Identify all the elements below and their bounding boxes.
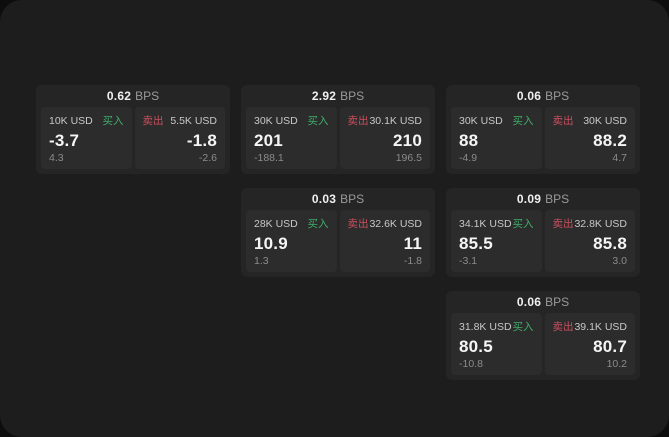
sell-skew: 4.7 <box>612 152 627 164</box>
bps-label: BPS <box>340 192 365 206</box>
bps-label: BPS <box>545 295 570 309</box>
buy-skew: -10.8 <box>459 358 483 370</box>
buy-skew: 1.3 <box>254 255 269 267</box>
sell-quote-tile[interactable]: 卖出 30K USD 88.2 4.7 <box>544 107 635 169</box>
buy-label: 买入 <box>512 115 534 127</box>
buy-quote-tile[interactable]: 28K USD 买入 10.9 1.3 <box>246 210 337 272</box>
buy-price: 85.5 <box>459 233 493 253</box>
spread-value: 0.62 <box>106 89 132 103</box>
sell-notional: 30.1K USD <box>369 114 422 127</box>
buy-skew: -3.1 <box>459 255 478 267</box>
sell-label: 卖出 <box>142 115 164 127</box>
quote-tiles: 34.1K USD 买入 85.5 -3.1 卖出 32.8K USD 85.8… <box>451 210 635 272</box>
sell-skew: 196.5 <box>395 152 422 164</box>
buy-notional: 30K USD <box>254 114 298 127</box>
card-spread-header: 0.09 BPS <box>451 188 635 210</box>
sell-price: 88.2 <box>593 130 627 150</box>
sell-notional: 32.8K USD <box>574 217 627 230</box>
buy-label: 买入 <box>512 321 534 333</box>
sell-price: 210 <box>393 130 422 150</box>
bps-label: BPS <box>340 89 365 103</box>
sell-quote-tile[interactable]: 卖出 30.1K USD 210 196.5 <box>339 107 430 169</box>
spread-value: 0.03 <box>311 192 337 206</box>
quote-tiles: 31.8K USD 买入 80.5 -10.8 卖出 39.1K USD 80.… <box>451 313 635 375</box>
card-spread-header: 0.06 BPS <box>451 85 635 107</box>
quote-tiles: 30K USD 买入 201 -188.1 卖出 30.1K USD 210 1… <box>246 107 430 169</box>
quote-card: 0.09 BPS 34.1K USD 买入 85.5 -3.1 卖出 32.8K… <box>446 188 640 277</box>
buy-label: 买入 <box>102 115 124 127</box>
sell-quote-tile[interactable]: 卖出 32.8K USD 85.8 3.0 <box>544 210 635 272</box>
quote-card: 0.06 BPS 31.8K USD 买入 80.5 -10.8 卖出 39.1… <box>446 291 640 380</box>
buy-quote-tile[interactable]: 30K USD 买入 88 -4.9 <box>451 107 542 169</box>
buy-label: 买入 <box>307 115 329 127</box>
buy-skew: -4.9 <box>459 152 478 164</box>
quote-tiles: 30K USD 买入 88 -4.9 卖出 30K USD 88.2 4.7 <box>451 107 635 169</box>
buy-notional: 30K USD <box>459 114 503 127</box>
sell-label: 卖出 <box>552 115 574 127</box>
sell-skew: -1.8 <box>403 255 422 267</box>
sell-quote-tile[interactable]: 卖出 32.6K USD 11 -1.8 <box>339 210 430 272</box>
card-spread-header: 2.92 BPS <box>246 85 430 107</box>
quote-card: 0.62 BPS 10K USD 买入 -3.7 4.3 卖出 5.5K USD <box>36 85 230 174</box>
buy-price: 88 <box>459 130 479 150</box>
sell-price: 85.8 <box>593 233 627 253</box>
sell-quote-tile[interactable]: 卖出 5.5K USD -1.8 -2.6 <box>134 107 225 169</box>
sell-price: 11 <box>403 233 422 253</box>
sell-price: -1.8 <box>186 130 217 150</box>
sell-notional: 39.1K USD <box>574 320 627 333</box>
buy-quote-tile[interactable]: 10K USD 买入 -3.7 4.3 <box>41 107 132 169</box>
sell-skew: 3.0 <box>612 255 627 267</box>
buy-price: 201 <box>254 130 283 150</box>
sell-price: 80.7 <box>593 336 627 356</box>
sell-label: 卖出 <box>347 115 369 127</box>
buy-notional: 34.1K USD <box>459 217 512 230</box>
buy-quote-tile[interactable]: 34.1K USD 买入 85.5 -3.1 <box>451 210 542 272</box>
quote-card: 2.92 BPS 30K USD 买入 201 -188.1 卖出 30.1K … <box>241 85 435 174</box>
sell-notional: 5.5K USD <box>170 114 217 127</box>
buy-quote-tile[interactable]: 30K USD 买入 201 -188.1 <box>246 107 337 169</box>
buy-price: -3.7 <box>49 130 80 150</box>
spread-value: 0.06 <box>516 295 542 309</box>
sell-label: 卖出 <box>552 321 574 333</box>
sell-quote-tile[interactable]: 卖出 39.1K USD 80.7 10.2 <box>544 313 635 375</box>
buy-quote-tile[interactable]: 31.8K USD 买入 80.5 -10.8 <box>451 313 542 375</box>
sell-label: 卖出 <box>552 218 574 230</box>
buy-label: 买入 <box>307 218 329 230</box>
card-spread-header: 0.62 BPS <box>41 85 225 107</box>
bps-label: BPS <box>545 192 570 206</box>
sell-skew: -2.6 <box>198 152 217 164</box>
sell-label: 卖出 <box>347 218 369 230</box>
bps-label: BPS <box>545 89 570 103</box>
quote-card-grid: 0.62 BPS 10K USD 买入 -3.7 4.3 卖出 5.5K USD <box>36 85 640 380</box>
spread-value: 0.09 <box>516 192 542 206</box>
sell-notional: 32.6K USD <box>369 217 422 230</box>
spread-value: 2.92 <box>311 89 337 103</box>
buy-label: 买入 <box>512 218 534 230</box>
buy-notional: 31.8K USD <box>459 320 512 333</box>
spread-value: 0.06 <box>516 89 542 103</box>
card-spread-header: 0.06 BPS <box>451 291 635 313</box>
quote-tiles: 28K USD 买入 10.9 1.3 卖出 32.6K USD 11 -1.8 <box>246 210 430 272</box>
quote-tiles: 10K USD 买入 -3.7 4.3 卖出 5.5K USD -1.8 -2.… <box>41 107 225 169</box>
buy-skew: 4.3 <box>49 152 64 164</box>
buy-price: 10.9 <box>254 233 288 253</box>
buy-notional: 28K USD <box>254 217 298 230</box>
sell-notional: 30K USD <box>583 114 627 127</box>
quote-card: 0.03 BPS 28K USD 买入 10.9 1.3 卖出 32.6K US… <box>241 188 435 277</box>
quote-card: 0.06 BPS 30K USD 买入 88 -4.9 卖出 30K USD <box>446 85 640 174</box>
bps-label: BPS <box>135 89 160 103</box>
card-spread-header: 0.03 BPS <box>246 188 430 210</box>
buy-notional: 10K USD <box>49 114 93 127</box>
buy-skew: -188.1 <box>254 152 284 164</box>
sell-skew: 10.2 <box>606 358 627 370</box>
buy-price: 80.5 <box>459 336 493 356</box>
